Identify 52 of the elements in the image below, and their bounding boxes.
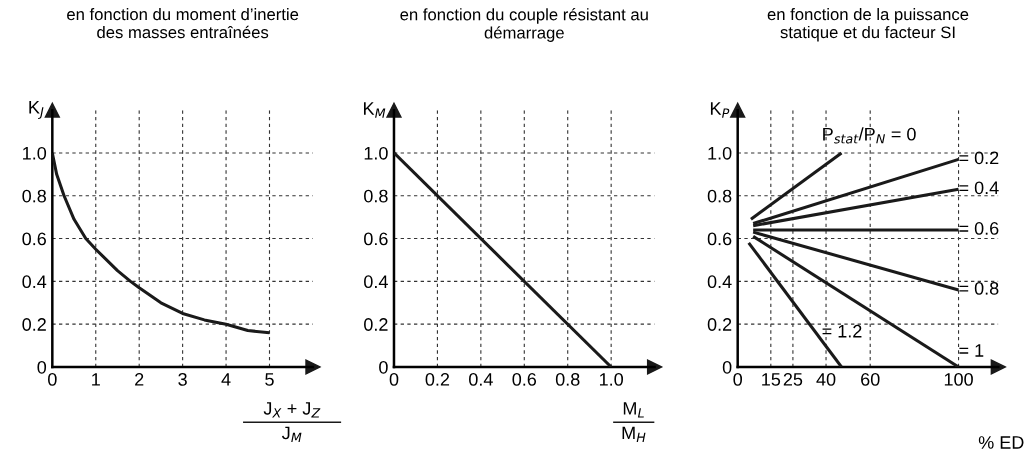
- y-tick-label: 1.0: [364, 146, 388, 160]
- y-axis-title: K$_{J}$: [29, 101, 44, 120]
- x-tick-label: 0: [389, 373, 399, 386]
- x-tick-label: 3: [178, 373, 187, 386]
- y-axis-title: K$_{M}$: [363, 102, 386, 118]
- y-axis-title: K$_{P}$: [710, 102, 730, 118]
- series-label: = 0.4: [959, 181, 999, 195]
- text: J$_{X}$ + J$_{Z}$ J$_{M}$: [263, 402, 321, 443]
- y-tick-label: 0: [379, 360, 388, 374]
- y-tick-label: 1.0: [708, 146, 732, 160]
- x-tick-label: 100: [944, 373, 973, 386]
- y-tick-label: 0.4: [707, 275, 732, 289]
- x-tick-label: 0.2: [425, 373, 450, 386]
- x-tick-label: 0: [733, 373, 743, 386]
- x-tick-label: 25: [783, 373, 803, 386]
- y-tick-label: 0: [722, 360, 732, 374]
- y-tick-label: 1.0: [23, 146, 47, 160]
- x-tick-label: 0: [48, 373, 57, 386]
- y-tick-label: 0.6: [364, 232, 388, 246]
- y-tick-label: 0.2: [707, 318, 732, 331]
- x-tick-label: 15: [762, 373, 781, 386]
- x-tick-label: 0.6: [512, 373, 537, 386]
- x-tick-label: 0.8: [555, 373, 580, 386]
- series-label: = 0.2: [959, 151, 999, 165]
- y-tick-label: 0.8: [364, 189, 388, 203]
- chart-title: en fonction du couple résistant au démarrage: [400, 8, 648, 42]
- y-tick-label: 0: [37, 360, 47, 374]
- x-axis-title: % ED: [978, 436, 1024, 449]
- series-label: = 1.2: [822, 324, 862, 338]
- x-axis-title: M$_{L}$ M$_{H}$: [622, 402, 646, 443]
- series-label: P$_{stat}$/P$_{N}$ = 0: [823, 127, 916, 144]
- y-tick-label: 0.2: [364, 318, 388, 331]
- y-tick-label: 0.4: [364, 275, 388, 289]
- x-tick-label: 2: [135, 373, 144, 386]
- x-tick-label: 4: [221, 373, 231, 386]
- series-label: = 0.6: [959, 222, 999, 235]
- y-tick-label: 0.8: [22, 189, 46, 203]
- y-tick-label: 0.6: [707, 232, 732, 246]
- x-tick-label: 60: [861, 373, 880, 386]
- x-tick-label: 1.0: [599, 373, 623, 386]
- y-tick-label: 0.4: [22, 275, 47, 289]
- y-tick-label: 0.6: [22, 232, 46, 246]
- y-tick-label: 0.2: [22, 318, 46, 331]
- chart-title: en fonction de la puissance statique et du facteur SI: [767, 8, 969, 42]
- y-tick-label: 0.8: [707, 189, 732, 203]
- series-label: = 0.8: [959, 281, 999, 295]
- chart-title: en fonction du moment d’inertie des masses entraînées: [67, 8, 299, 39]
- x-tick-label: 0.4: [469, 373, 493, 386]
- series-label: = 1: [959, 344, 984, 357]
- x-tick-label: 1: [92, 373, 100, 386]
- x-tick-label: 40: [816, 373, 836, 386]
- x-tick-label: 5: [265, 373, 274, 386]
